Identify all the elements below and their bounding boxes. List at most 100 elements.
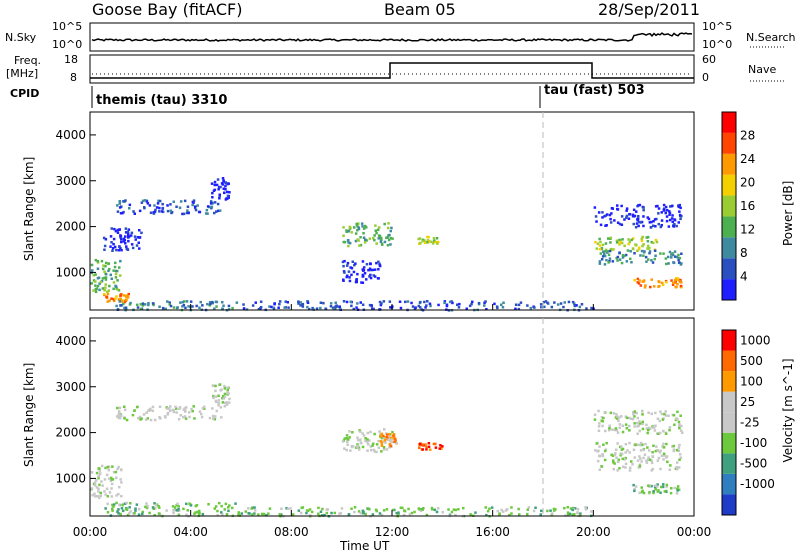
velocity-cell — [638, 455, 641, 458]
power-cell — [120, 238, 123, 241]
power-cell — [567, 300, 571, 304]
power-cell — [120, 240, 123, 244]
power-cell — [657, 280, 660, 283]
velocity-cell — [228, 504, 231, 507]
velocity-cell — [107, 468, 110, 472]
velocity-ytick-label: 2000 — [55, 426, 86, 440]
power-cell — [661, 283, 665, 287]
velocity-cell — [618, 426, 621, 429]
power-cell — [138, 236, 141, 239]
power-cell — [533, 306, 536, 309]
power-cell — [680, 252, 683, 255]
power-cell — [106, 292, 110, 296]
power-cell — [182, 212, 186, 216]
power-cell — [642, 215, 645, 218]
power-cell — [338, 307, 342, 310]
velocity-cell — [604, 429, 607, 433]
velocity-cell — [641, 410, 644, 413]
power-cell — [278, 302, 281, 306]
velocity-cell — [647, 428, 650, 432]
power-cell — [273, 302, 276, 306]
velocity-colorbar-label: 25 — [740, 395, 755, 409]
velocity-cell — [590, 510, 593, 513]
velocity-cell — [224, 502, 228, 506]
velocity-cell — [97, 467, 100, 470]
velocity-cell — [201, 407, 205, 410]
power-cell — [175, 205, 178, 208]
power-cell — [426, 300, 429, 303]
power-cell — [98, 282, 101, 285]
velocity-cell — [639, 449, 643, 452]
power-cell — [345, 300, 349, 304]
power-cell — [116, 279, 119, 282]
power-cell — [141, 302, 145, 305]
power-cell — [604, 250, 607, 253]
velocity-cell — [357, 446, 361, 449]
power-cell — [130, 243, 134, 246]
power-cell — [210, 182, 214, 185]
velocity-cell — [120, 481, 123, 484]
power-cell — [640, 220, 644, 224]
velocity-cell — [434, 442, 437, 446]
velocity-cell — [382, 448, 386, 451]
power-cell — [278, 300, 282, 303]
velocity-cell — [602, 416, 605, 420]
power-cell — [609, 236, 613, 240]
power-cell — [390, 226, 393, 230]
power-cell — [129, 234, 133, 237]
power-cell — [127, 292, 130, 296]
power-cell — [642, 279, 646, 282]
velocity-cell — [624, 456, 627, 460]
power-cell — [158, 210, 161, 213]
power-cell — [377, 268, 380, 271]
power-cell — [181, 305, 184, 308]
power-cell — [676, 277, 680, 280]
velocity-cell — [636, 432, 639, 435]
station-title: Goose Bay (fitACF) — [92, 0, 242, 19]
power-cell — [354, 262, 357, 265]
power-cell — [122, 237, 126, 241]
velocity-cell — [157, 505, 160, 508]
power-cell — [186, 209, 189, 212]
velocity-cell — [175, 504, 178, 507]
power-cell — [426, 235, 429, 239]
power-cell — [387, 238, 391, 242]
velocity-cell — [151, 405, 155, 409]
velocity-cell — [137, 416, 140, 420]
velocity-cell — [616, 442, 619, 445]
power-cell — [368, 275, 371, 278]
power-cell — [178, 206, 182, 209]
velocity-cell — [435, 510, 439, 514]
power-cell — [502, 301, 505, 304]
power-cell — [632, 222, 635, 226]
velocity-cell — [621, 457, 624, 461]
velocity-cell — [680, 424, 683, 428]
velocity-cell — [614, 448, 618, 451]
velocity-cell — [333, 511, 336, 515]
power-cell — [361, 303, 365, 306]
velocity-cell — [380, 444, 384, 447]
cpid-entry-0: themis (tau) 3310 — [96, 93, 227, 108]
power-cell — [112, 298, 115, 301]
power-cell — [206, 302, 209, 306]
beam-title: Beam 05 — [384, 0, 456, 19]
velocity-cell — [614, 427, 618, 430]
velocity-cell — [373, 432, 376, 436]
power-cell — [350, 266, 354, 270]
power-cell — [181, 300, 185, 304]
power-cell — [602, 250, 605, 253]
velocity-cell — [305, 511, 308, 515]
power-cell — [671, 214, 674, 217]
power-cell — [638, 203, 642, 207]
power-cell — [373, 275, 377, 278]
power-cell — [211, 191, 214, 195]
velocity-cell — [262, 512, 266, 516]
power-cell — [356, 272, 359, 276]
power-cell — [375, 242, 378, 245]
velocity-cell — [172, 410, 176, 414]
power-cell — [647, 217, 651, 221]
power-cell — [389, 306, 392, 309]
power-cell — [674, 281, 677, 284]
power-cell — [649, 226, 653, 229]
power-cell — [213, 307, 216, 310]
